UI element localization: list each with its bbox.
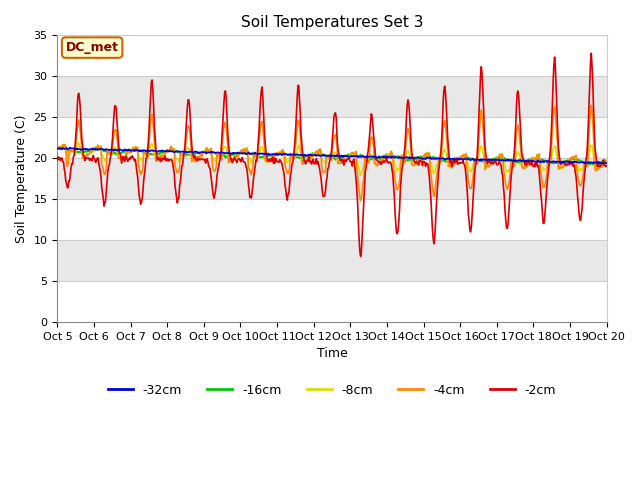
-4cm (120, 157, 128, 163)
Bar (58, 158, 607, 199)
-32cm (177, 149, 184, 155)
-32cm (54, 146, 61, 152)
-4cm (588, 102, 595, 108)
-16cm (415, 154, 423, 160)
-4cm (176, 165, 184, 170)
Bar (58, 281, 607, 322)
-2cm (603, 163, 611, 169)
-32cm (66, 145, 74, 151)
-2cm (399, 157, 407, 163)
-32cm (399, 155, 407, 161)
-8cm (356, 172, 364, 178)
-32cm (121, 146, 129, 152)
-4cm (415, 157, 423, 163)
-2cm (415, 157, 423, 163)
X-axis label: Time: Time (317, 347, 348, 360)
-16cm (205, 148, 213, 154)
-32cm (63, 146, 71, 152)
Line: -16cm: -16cm (58, 146, 607, 165)
-16cm (399, 157, 407, 163)
-8cm (205, 147, 213, 153)
Line: -4cm: -4cm (58, 105, 607, 201)
Title: Soil Temperatures Set 3: Soil Temperatures Set 3 (241, 15, 423, 30)
-8cm (417, 159, 424, 165)
-2cm (588, 50, 595, 56)
-4cm (63, 164, 71, 169)
-8cm (603, 158, 611, 164)
-16cm (62, 144, 70, 149)
-16cm (177, 151, 184, 156)
-16cm (54, 145, 61, 151)
-8cm (54, 148, 61, 154)
-2cm (176, 183, 184, 189)
-2cm (120, 154, 128, 160)
-4cm (54, 147, 61, 153)
Line: -2cm: -2cm (58, 53, 607, 256)
-8cm (177, 155, 184, 160)
Bar (58, 117, 607, 158)
Line: -32cm: -32cm (58, 148, 607, 163)
Bar (58, 76, 607, 117)
Legend: -32cm, -16cm, -8cm, -4cm, -2cm: -32cm, -16cm, -8cm, -4cm, -2cm (103, 379, 561, 402)
-4cm (356, 198, 364, 204)
-4cm (399, 157, 407, 163)
-8cm (74, 140, 82, 146)
-8cm (401, 157, 408, 163)
-16cm (603, 158, 611, 164)
Bar (58, 240, 607, 281)
-16cm (121, 149, 129, 155)
-32cm (600, 160, 608, 166)
-16cm (591, 162, 598, 168)
-2cm (205, 163, 212, 169)
Bar (58, 36, 607, 76)
-32cm (205, 150, 213, 156)
-2cm (54, 157, 61, 163)
Bar (58, 199, 607, 240)
-16cm (64, 148, 72, 154)
Line: -8cm: -8cm (58, 143, 607, 175)
Y-axis label: Soil Temperature (C): Soil Temperature (C) (15, 114, 28, 243)
-32cm (415, 155, 423, 161)
Text: DC_met: DC_met (66, 41, 118, 54)
-4cm (603, 158, 611, 164)
-2cm (63, 185, 71, 191)
-32cm (603, 160, 611, 166)
-4cm (205, 150, 212, 156)
-2cm (356, 253, 364, 259)
-8cm (121, 155, 129, 160)
-8cm (63, 153, 71, 158)
